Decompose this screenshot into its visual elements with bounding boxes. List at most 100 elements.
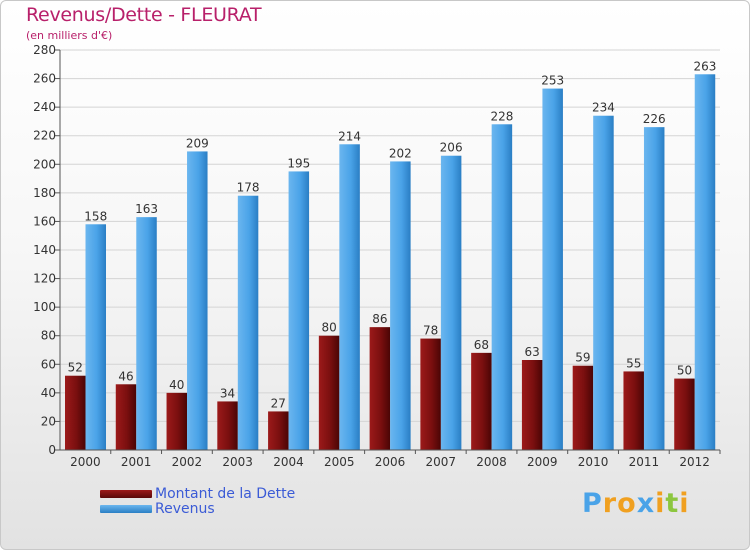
bar-dette <box>318 335 340 450</box>
bar-dette <box>420 338 441 450</box>
bar-dette <box>217 401 238 450</box>
data-label: 55 <box>626 356 641 370</box>
y-tick-label: 220 <box>33 129 56 143</box>
bar-revenus <box>593 115 614 450</box>
y-tick-label: 40 <box>41 386 56 400</box>
x-tick-label: 2012 <box>679 455 710 469</box>
x-tick-label: 2011 <box>629 455 660 469</box>
y-tick-label: 160 <box>33 214 56 228</box>
bar-revenus <box>542 88 563 451</box>
data-label: 80 <box>321 321 336 335</box>
y-tick-label: 260 <box>33 72 56 86</box>
bar-revenus <box>85 224 106 450</box>
bar-dette <box>166 392 188 450</box>
bar-revenus <box>136 217 157 450</box>
data-label: 50 <box>677 364 692 378</box>
x-tick-label: 2009 <box>527 455 558 469</box>
bar-revenus <box>288 171 310 450</box>
data-label: 226 <box>643 112 666 126</box>
x-tick-label: 2000 <box>70 455 101 469</box>
y-tick-label: 20 <box>41 414 56 428</box>
logo-letter: i <box>655 488 666 519</box>
axis-layer: 0204060801001201401601802002202402602802… <box>33 43 721 469</box>
bar-revenus <box>237 195 259 450</box>
bar-dette <box>369 327 391 450</box>
y-tick-label: 60 <box>41 357 56 371</box>
bar-revenus <box>491 124 513 451</box>
bar-revenus <box>390 161 411 450</box>
data-label: 86 <box>372 312 387 326</box>
logo-letter: i <box>679 488 690 519</box>
data-label: 253 <box>541 74 564 88</box>
bar-dette <box>268 411 289 450</box>
data-label: 206 <box>440 141 463 155</box>
y-tick-label: 120 <box>33 272 56 286</box>
data-label: 234 <box>592 101 615 115</box>
data-label: 27 <box>271 396 286 410</box>
bar-revenus <box>694 74 716 451</box>
data-label: 178 <box>237 181 260 195</box>
x-tick-label: 2003 <box>222 455 253 469</box>
data-label: 40 <box>169 378 184 392</box>
bar-dette <box>115 384 137 450</box>
bar-revenus <box>339 144 360 451</box>
y-tick-label: 0 <box>48 443 56 457</box>
data-label: 163 <box>135 202 158 216</box>
logo-letter: o <box>617 488 637 519</box>
data-label: 63 <box>525 345 540 359</box>
x-tick-label: 2010 <box>578 455 609 469</box>
chart-subtitle: (en milliers d'€) <box>26 29 113 42</box>
y-tick-label: 240 <box>33 100 56 114</box>
bar-dette <box>674 378 695 450</box>
bar-revenus <box>440 155 462 450</box>
x-tick-label: 2008 <box>476 455 507 469</box>
data-label: 52 <box>68 361 83 375</box>
data-label: 214 <box>338 129 361 143</box>
legend-label-revenus: Revenus <box>155 500 215 517</box>
bar-dette <box>623 371 644 450</box>
legend-item-debt: Montant de la Dette <box>100 485 296 502</box>
y-tick-label: 100 <box>33 300 56 314</box>
data-label: 158 <box>84 209 107 223</box>
chart-title: Revenus/Dette - FLEURAT <box>26 4 262 26</box>
data-label: 68 <box>474 338 489 352</box>
logo-letter: t <box>665 488 680 519</box>
y-tick-label: 180 <box>33 186 56 200</box>
data-label: 228 <box>490 109 513 123</box>
data-label: 59 <box>575 351 590 365</box>
labels-layer: 52 158 46 163 40 209 34 178 27 195 80 214 86 202 78 206… <box>68 59 717 410</box>
x-tick-label: 2007 <box>425 455 456 469</box>
bars-layer <box>65 74 716 451</box>
data-label: 78 <box>423 324 438 338</box>
logo-letter: r <box>602 488 618 519</box>
data-label: 34 <box>220 386 235 400</box>
legend: Montant de la Dette Revenus <box>100 485 296 517</box>
legend-swatch-revenus <box>100 504 152 513</box>
bar-dette <box>572 365 594 450</box>
logo-letter: x <box>636 488 656 519</box>
bar-dette <box>521 360 543 450</box>
legend-swatch-debt <box>100 489 152 498</box>
data-label: 46 <box>118 369 133 383</box>
legend-item-revenus: Revenus <box>100 500 295 517</box>
proxiti-logo: Proxiti <box>582 488 690 519</box>
x-tick-label: 2001 <box>121 455 152 469</box>
data-label: 209 <box>186 136 209 150</box>
y-tick-label: 280 <box>33 43 56 57</box>
data-label: 202 <box>389 146 412 160</box>
data-label: 195 <box>287 156 310 170</box>
y-tick-label: 80 <box>41 329 56 343</box>
x-tick-label: 2002 <box>172 455 203 469</box>
data-label: 263 <box>694 59 717 73</box>
y-tick-label: 140 <box>33 243 56 257</box>
bar-revenus <box>643 127 665 451</box>
x-tick-label: 2006 <box>375 455 406 469</box>
x-tick-label: 2004 <box>273 455 304 469</box>
logo-letter: P <box>582 488 603 519</box>
y-tick-label: 200 <box>33 157 56 171</box>
x-tick-label: 2005 <box>324 455 355 469</box>
bar-revenus <box>187 151 208 450</box>
bar-dette <box>471 352 492 450</box>
legend-label-debt: Montant de la Dette <box>155 485 296 502</box>
